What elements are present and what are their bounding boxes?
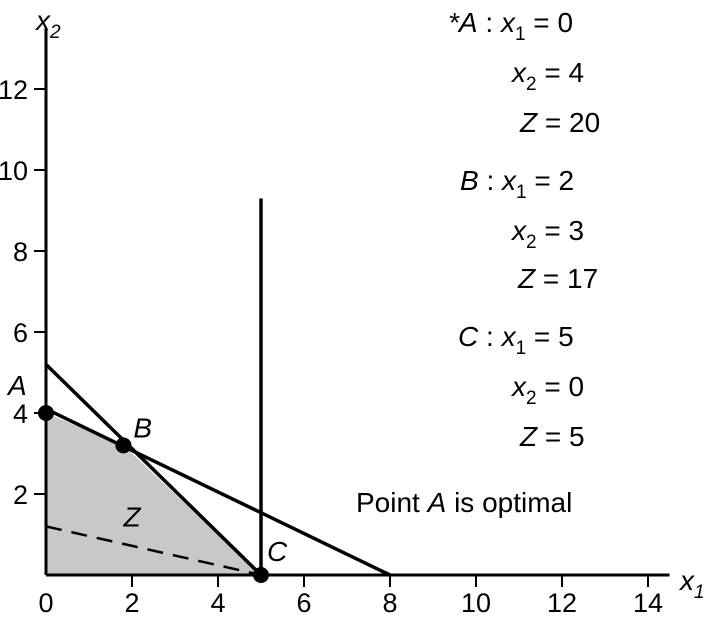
y-tick-label: 10 [0, 156, 28, 186]
annotation-b-x1: B : x1 = 2 [460, 165, 574, 203]
point-label-b: B [133, 412, 152, 443]
x-axis-title: x1 [678, 565, 705, 603]
y-axis-title: x2 [34, 5, 61, 43]
constraint-line [45, 407, 391, 577]
x-tick-label: 10 [461, 588, 491, 618]
annotation-b-x2: x2 = 3 [510, 215, 584, 253]
y-tick-label: 4 [13, 399, 28, 429]
annotation-c-x2: x2 = 0 [510, 371, 584, 409]
annotation-c-z: Z = 5 [519, 421, 585, 452]
objective-line [45, 525, 262, 577]
annotation-c-x1: C : x1 = 5 [458, 321, 574, 359]
y-tick-label: 12 [0, 75, 28, 105]
y-tick-label: 6 [13, 318, 28, 348]
point-label-a: A [6, 370, 27, 401]
x-tick-label: 6 [296, 588, 311, 618]
annotation-b-z: Z = 17 [517, 263, 598, 294]
optimal-note: Point A is optimal [356, 487, 572, 518]
y-tick-label: 8 [13, 237, 28, 267]
feasible-region [46, 413, 261, 575]
x-tick-label: 2 [124, 588, 139, 618]
annotation-a-x2: x2 = 4 [510, 57, 584, 95]
objective-label: Z [122, 501, 141, 532]
point-c [253, 567, 269, 583]
x-tick-label: 8 [382, 588, 397, 618]
point-label-c: C [267, 536, 288, 567]
x-tick-label: 14 [633, 588, 663, 618]
y-tick-label: 2 [13, 480, 28, 510]
point-b [115, 437, 132, 454]
x-tick-label: 4 [210, 588, 225, 618]
annotation-a-z: Z = 20 [519, 107, 600, 138]
annotation-a-x1: *A : x1 = 0 [448, 7, 573, 45]
x-tick-label: 0 [38, 588, 53, 618]
x-tick-label: 12 [547, 588, 577, 618]
constraint-line [44, 363, 263, 577]
